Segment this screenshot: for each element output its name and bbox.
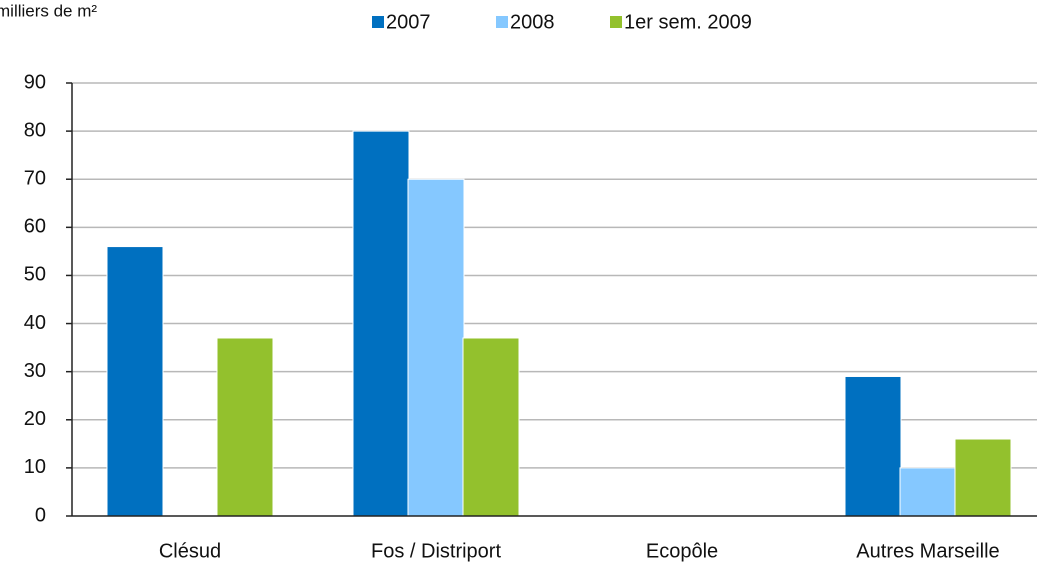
x-tick-label: Fos / Distriport	[371, 540, 501, 562]
bar	[216, 337, 274, 517]
bar	[954, 438, 1012, 517]
bar	[352, 130, 410, 517]
bar	[844, 375, 902, 517]
y-tick-label: 10	[24, 456, 46, 478]
y-tick-label: 80	[24, 119, 46, 141]
x-tick-label: Autres Marseille	[856, 540, 999, 562]
bar	[106, 246, 164, 517]
y-tick-label: 0	[35, 504, 46, 526]
y-tick-label: 90	[24, 71, 46, 93]
y-tick-label: 60	[24, 216, 46, 238]
legend-label: 2007	[386, 11, 431, 33]
bar	[899, 467, 957, 517]
legend-swatch	[610, 16, 622, 28]
x-tick-label: Clésud	[159, 540, 221, 562]
y-tick-label: 70	[24, 168, 46, 190]
legend-swatch	[496, 16, 508, 28]
bar	[407, 178, 465, 517]
y-tick-label: 30	[24, 360, 46, 382]
bar	[462, 337, 520, 517]
legend-swatch	[372, 16, 384, 28]
y-axis-label: milliers de m²	[0, 1, 97, 20]
legend-label: 2008	[510, 11, 555, 33]
legend-label: 1er sem. 2009	[624, 11, 752, 33]
x-tick-label: Ecopôle	[646, 540, 718, 562]
y-tick-label: 40	[24, 312, 46, 334]
y-tick-label: 20	[24, 408, 46, 430]
y-tick-label: 50	[24, 264, 46, 286]
